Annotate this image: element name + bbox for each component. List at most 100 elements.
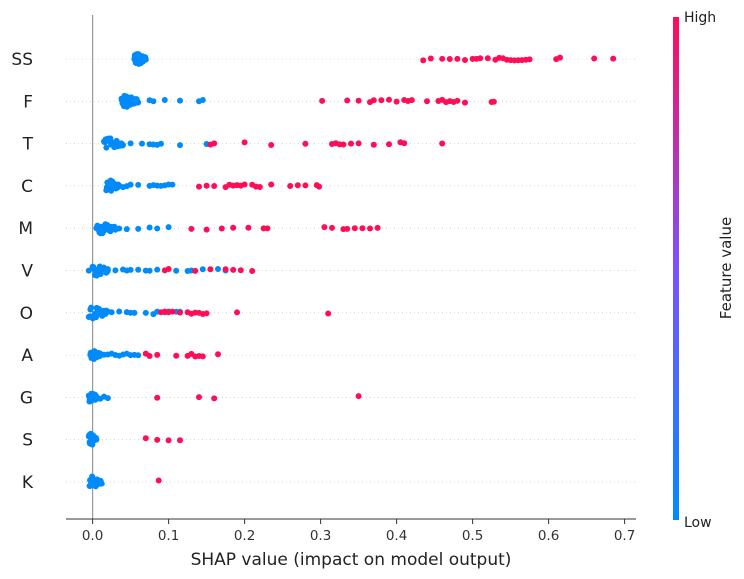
data-point [88,304,95,311]
data-point [97,270,104,277]
data-point [367,225,373,232]
x-tick-label: 0.3 [310,528,331,544]
data-point [196,394,202,401]
data-point [302,182,309,189]
feature-label: SS [11,50,33,70]
data-point [199,266,206,273]
data-point [85,267,92,274]
x-tick-label: 0.0 [82,528,103,544]
x-tick-label: 0.5 [462,528,483,544]
data-point [344,97,351,104]
data-point [158,140,164,147]
data-point [203,182,210,189]
data-point [526,56,533,63]
data-point [154,266,161,273]
data-point [245,224,252,231]
data-point [169,181,176,188]
data-point [340,141,347,148]
data-point [135,181,142,188]
data-point [93,436,100,443]
feature-label: G [20,388,33,408]
data-point [477,55,484,62]
data-point [446,55,453,62]
data-point [135,99,142,106]
data-point [351,225,358,232]
data-point [302,140,309,147]
x-axis: 0.0 0.1 0.2 0.3 0.4 0.5 0.6 0.7 [66,518,636,544]
data-point [490,98,497,105]
colorbar-low-label: Low [684,515,712,531]
data-point [135,266,142,273]
data-point [237,267,244,274]
data-point [165,266,172,273]
data-point [211,395,218,402]
data-point [439,140,446,147]
data-point [484,55,491,62]
x-tick-label: 0.7 [614,528,635,544]
feature-label: K [22,473,34,493]
data-point [154,351,161,358]
data-point [127,140,134,147]
feature-label: C [21,177,33,197]
data-point [264,225,271,232]
data-point [192,267,199,274]
colorbar: High Low Feature value [673,10,735,531]
data-point [462,57,468,64]
data-point [374,224,381,231]
data-point [234,309,240,316]
data-point [142,309,149,316]
data-point [131,309,138,316]
colorbar-high-label: High [684,10,716,26]
data-point [249,268,256,275]
data-point [355,140,362,147]
x-tick-label: 0.2 [234,528,255,544]
data-point [150,98,157,105]
data-point [218,225,225,232]
data-point [348,140,354,147]
data-point [127,266,134,273]
data-point [173,267,180,274]
data-point [154,225,161,232]
data-point [386,141,392,148]
data-point [230,266,237,273]
x-tick-label: 0.6 [538,528,559,544]
x-tick-label: 0.4 [386,528,407,544]
data-point [462,99,468,106]
data-point [98,480,105,487]
data-point [127,181,134,188]
feature-label: S [22,431,33,451]
data-point [177,142,183,149]
data-point [378,97,385,104]
data-point [161,96,168,103]
data-point [155,477,162,484]
data-point [207,266,214,273]
data-point [610,55,617,62]
data-point [393,98,400,105]
data-point [370,141,377,148]
data-point [454,55,461,62]
data-point [165,224,172,231]
data-point [241,181,248,188]
feature-label: O [20,304,33,324]
feature-label: F [23,92,33,112]
data-point [142,435,149,442]
data-point [370,97,377,104]
data-point [230,224,237,231]
data-point [196,183,202,190]
data-point [427,55,434,62]
data-point [108,309,115,316]
data-point [177,437,183,444]
data-point [188,225,195,232]
data-point [401,140,408,147]
data-point [154,394,161,401]
data-point [123,226,130,233]
data-point [344,225,351,232]
data-point [146,224,153,231]
data-point [319,97,326,104]
colorbar-gradient [673,17,679,520]
data-point [120,141,126,148]
data-point [294,182,301,189]
data-point [355,97,362,104]
data-point [173,352,180,359]
